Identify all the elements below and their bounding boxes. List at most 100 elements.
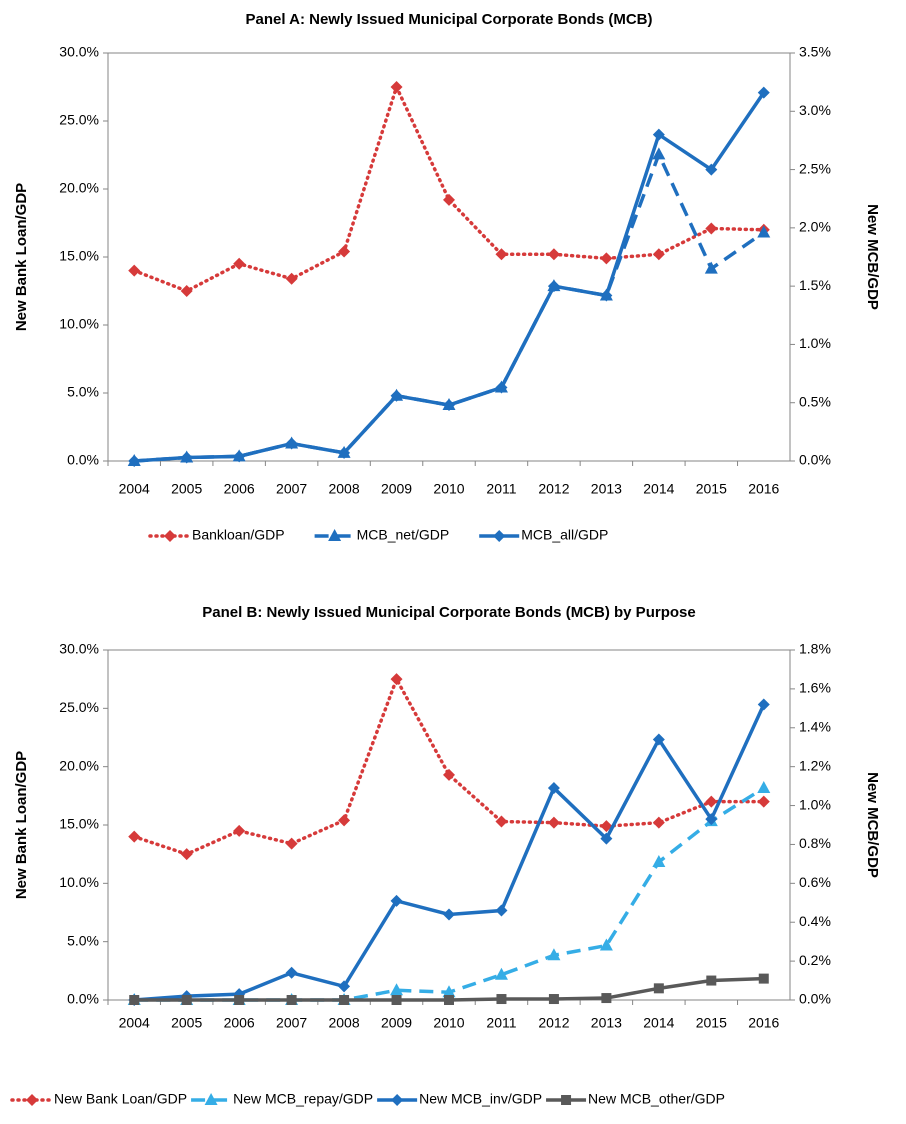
data-point — [390, 389, 403, 402]
data-point — [495, 904, 508, 917]
legend-label: New MCB_repay/GDP — [233, 1091, 373, 1107]
x-tick-label: 2007 — [276, 481, 307, 497]
legend-marker — [391, 1094, 404, 1106]
x-tick-label: 2015 — [696, 1015, 727, 1031]
data-point — [285, 437, 298, 450]
data-point — [390, 894, 403, 907]
y2-tick-label: 0.0% — [799, 991, 831, 1007]
y2-tick-label: 0.5% — [799, 393, 831, 409]
legend-label: New MCB_other/GDP — [588, 1091, 725, 1107]
data-point — [547, 248, 560, 261]
series-line — [132, 674, 766, 857]
chart-title: Panel B: Newly Issued Municipal Corporat… — [202, 604, 695, 621]
data-point — [548, 994, 559, 1005]
data-point — [128, 455, 141, 467]
x-tick-label: 2008 — [328, 481, 359, 497]
legend-marker — [561, 1095, 572, 1105]
data-point — [601, 993, 612, 1004]
x-tick-label: 2016 — [748, 1015, 779, 1031]
y-tick-label: 0.0% — [67, 452, 99, 468]
data-point — [443, 399, 455, 412]
x-tick-label: 2010 — [433, 1015, 464, 1031]
data-point — [233, 824, 246, 837]
x-tick-label: 2006 — [224, 481, 255, 497]
data-point — [705, 163, 718, 176]
series-line — [132, 82, 766, 293]
data-point — [547, 816, 560, 829]
data-point — [391, 995, 402, 1005]
data-point — [233, 257, 246, 270]
y-tick-label: 20.0% — [59, 757, 99, 773]
y-tick-label: 25.0% — [59, 112, 99, 128]
data-point — [547, 948, 561, 961]
data-point — [443, 193, 455, 206]
x-tick-label: 2012 — [538, 481, 569, 497]
data-point — [758, 973, 769, 984]
data-point — [706, 975, 717, 986]
data-point — [339, 995, 350, 1005]
x-tick-label: 2007 — [276, 1015, 307, 1031]
data-point — [180, 285, 193, 297]
data-point — [705, 222, 718, 235]
x-tick-label: 2011 — [486, 1015, 516, 1031]
legend-label: MCB_net/GDP — [357, 527, 450, 543]
x-tick-label: 2004 — [119, 1015, 150, 1031]
data-point — [652, 147, 666, 160]
data-point — [390, 81, 403, 93]
y2-tick-label: 0.2% — [799, 952, 831, 968]
y2-tick-label: 0.6% — [799, 874, 831, 890]
data-point — [757, 698, 770, 711]
y2-tick-label: 1.6% — [799, 680, 831, 696]
legend-label: New Bank Loan/GDP — [54, 1091, 187, 1107]
data-point — [653, 983, 664, 994]
data-point — [234, 995, 245, 1005]
y2-tick-label: 0.0% — [799, 452, 831, 468]
y2-tick-label: 2.0% — [799, 219, 831, 235]
x-tick-label: 2006 — [224, 1015, 255, 1031]
data-point — [600, 820, 613, 833]
data-point — [652, 248, 665, 261]
data-point — [547, 782, 560, 795]
data-point — [705, 795, 718, 808]
data-point — [652, 128, 665, 141]
y-tick-label: 30.0% — [59, 641, 99, 657]
data-point — [285, 272, 298, 285]
data-point — [129, 995, 140, 1005]
y2-tick-label: 1.0% — [799, 335, 831, 351]
data-point — [600, 252, 613, 265]
data-point — [443, 908, 455, 921]
data-point — [757, 225, 771, 238]
data-point — [495, 815, 508, 828]
legend-marker — [204, 1093, 218, 1105]
data-point — [285, 966, 298, 979]
y2-tick-label: 3.5% — [799, 44, 831, 60]
data-point — [600, 289, 613, 302]
data-point — [757, 86, 770, 99]
data-point — [180, 451, 193, 464]
x-tick-label: 2005 — [171, 481, 202, 497]
y2-tick-label: 0.4% — [799, 913, 831, 929]
x-tick-label: 2005 — [171, 1015, 202, 1031]
data-point — [338, 446, 351, 459]
data-point — [338, 814, 351, 827]
data-point — [128, 264, 141, 277]
data-point — [390, 983, 404, 996]
data-point — [757, 781, 771, 794]
y-tick-label: 30.0% — [59, 44, 99, 60]
data-point — [180, 848, 193, 861]
y2-tick-label: 1.0% — [799, 796, 831, 812]
data-point — [757, 795, 770, 808]
data-point — [495, 381, 508, 394]
x-tick-label: 2009 — [381, 481, 412, 497]
x-tick-label: 2010 — [433, 481, 464, 497]
y-tick-label: 20.0% — [59, 180, 99, 196]
y-tick-label: 0.0% — [67, 991, 99, 1007]
data-point — [338, 245, 351, 258]
x-tick-label: 2015 — [696, 481, 727, 497]
data-point — [705, 813, 718, 826]
y2-tick-label: 3.0% — [799, 102, 831, 118]
y2-tick-label: 2.5% — [799, 160, 831, 176]
data-point — [181, 995, 192, 1005]
legend-marker — [493, 530, 506, 542]
